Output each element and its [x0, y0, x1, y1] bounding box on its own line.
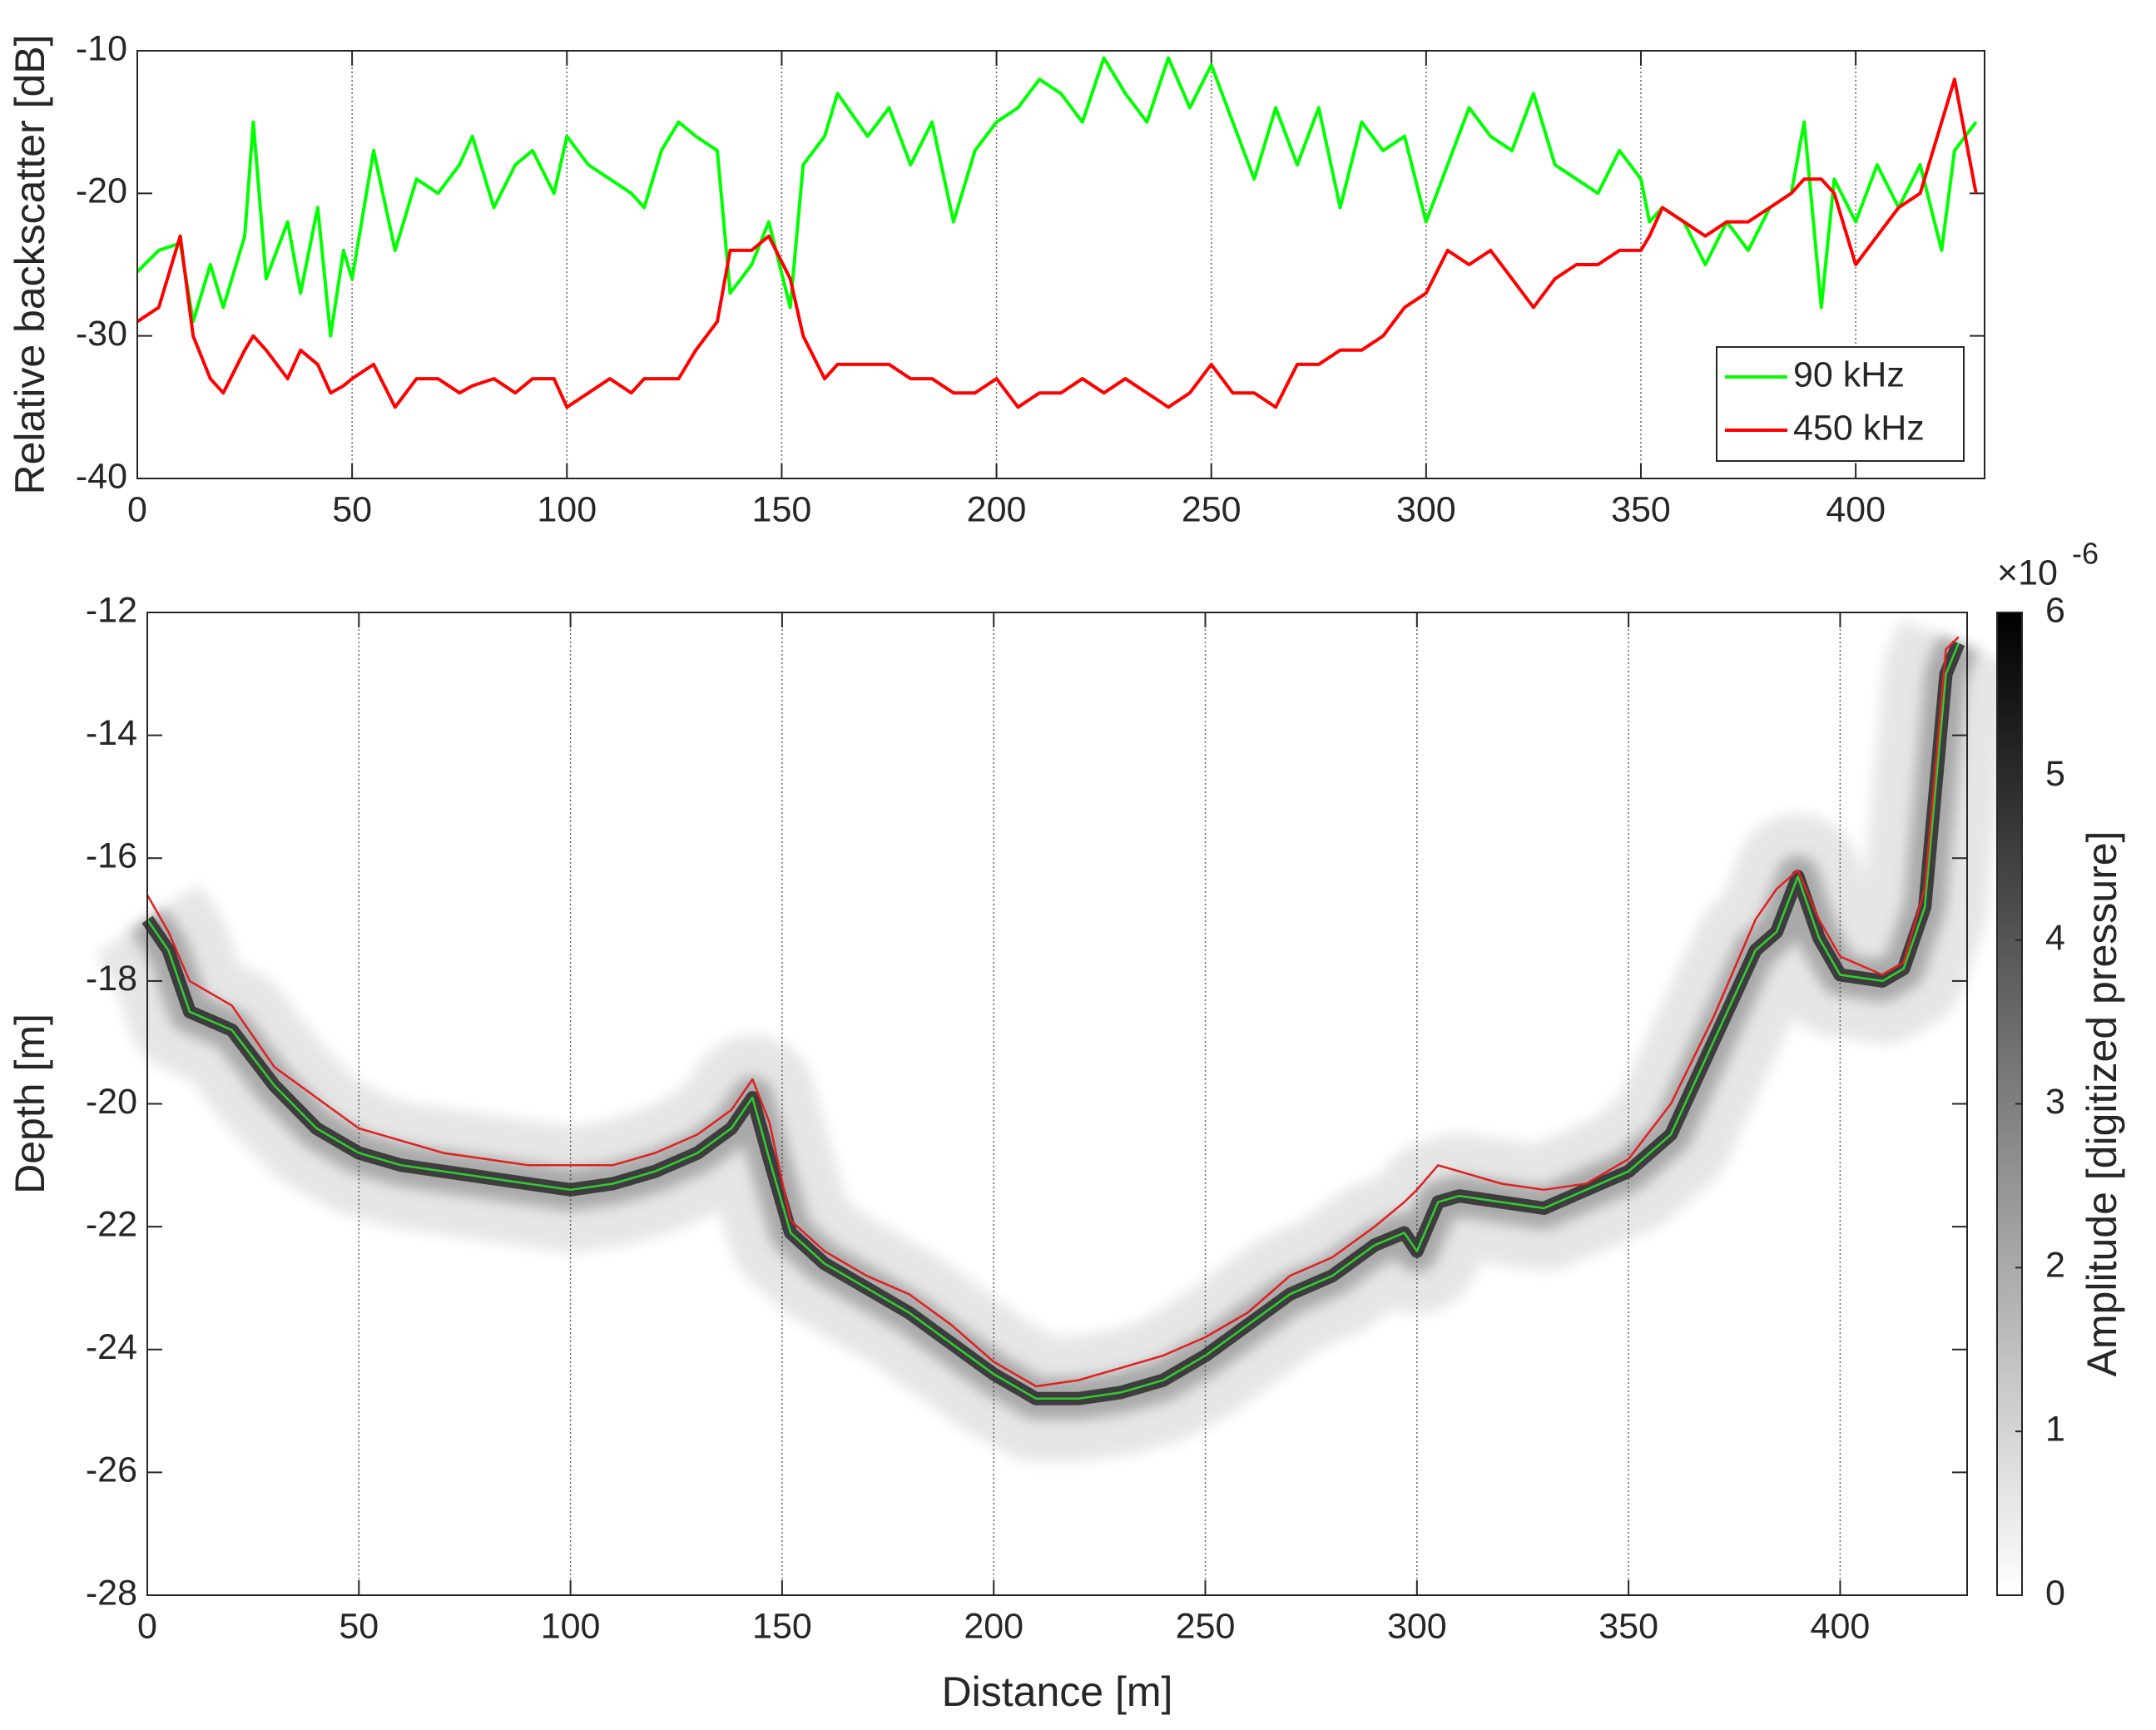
x-tick-label: 200	[964, 1606, 1023, 1646]
x-tick-label: 300	[1396, 489, 1456, 529]
x-tick-label: 300	[1387, 1606, 1447, 1646]
colorbar-tick-label: 0	[2045, 1573, 2065, 1613]
y-axis-label: Relative backscatter [dB]	[7, 34, 53, 494]
y-tick-label: -24	[86, 1327, 137, 1367]
x-tick-label: 350	[1611, 489, 1671, 529]
legend-box	[1716, 346, 1965, 462]
y-tick-label: -16	[86, 836, 137, 876]
y-tick-label: -10	[76, 28, 127, 68]
x-axis-label: Distance [m]	[942, 1668, 1173, 1715]
series-line	[146, 642, 1960, 1400]
y-tick-label: -14	[86, 713, 137, 753]
x-tick-label: 100	[537, 489, 597, 529]
colorbar-tick-label: 6	[2045, 590, 2065, 630]
y-tick-label: -30	[76, 314, 127, 354]
x-tick-label: 50	[332, 489, 372, 529]
colorbar-multiplier: ×10	[1997, 553, 2058, 592]
x-tick-label: 350	[1598, 1606, 1658, 1646]
x-tick-label: 0	[127, 489, 147, 529]
x-tick-label: 100	[541, 1606, 601, 1646]
y-tick-label: -12	[86, 590, 137, 630]
y-axis-label: Depth [m]	[7, 1014, 53, 1194]
colorbar-tick-label: 1	[2045, 1410, 2065, 1450]
axes-frame	[136, 50, 1985, 479]
x-tick-label: 250	[1176, 1606, 1236, 1646]
y-tick-label: -20	[76, 171, 127, 211]
series-line	[146, 636, 1960, 1388]
x-tick-label: 50	[339, 1606, 379, 1646]
legend-label: 450 kHz	[1793, 408, 1925, 448]
y-tick-label: -40	[76, 456, 127, 496]
plot-area	[137, 51, 1985, 478]
colorbar-tick-label: 4	[2045, 918, 2065, 958]
colorbar-exponent: -6	[2072, 537, 2099, 571]
y-tick-label: -20	[86, 1082, 137, 1122]
y-tick-label: -28	[86, 1573, 137, 1613]
y-tick-label: -22	[86, 1204, 137, 1244]
colorbar-tick-label: 2	[2045, 1246, 2065, 1286]
y-tick-label: -26	[86, 1450, 137, 1490]
colorbar-tick-label: 3	[2045, 1082, 2065, 1122]
x-tick-label: 400	[1811, 1606, 1871, 1646]
colorbar-label: Amplitude [digitized pressure]	[2079, 831, 2125, 1377]
y-tick-label: -18	[86, 959, 137, 999]
axes-frame	[146, 612, 1968, 1596]
x-tick-label: 400	[1826, 489, 1886, 529]
x-tick-label: 0	[137, 1606, 157, 1646]
colorbar-tick-label: 5	[2045, 754, 2065, 794]
series-line	[136, 77, 1978, 409]
x-tick-label: 200	[967, 489, 1027, 529]
x-tick-label: 250	[1182, 489, 1242, 529]
x-tick-label: 150	[752, 489, 812, 529]
x-tick-label: 150	[752, 1606, 812, 1646]
legend-label: 90 kHz	[1793, 354, 1905, 394]
